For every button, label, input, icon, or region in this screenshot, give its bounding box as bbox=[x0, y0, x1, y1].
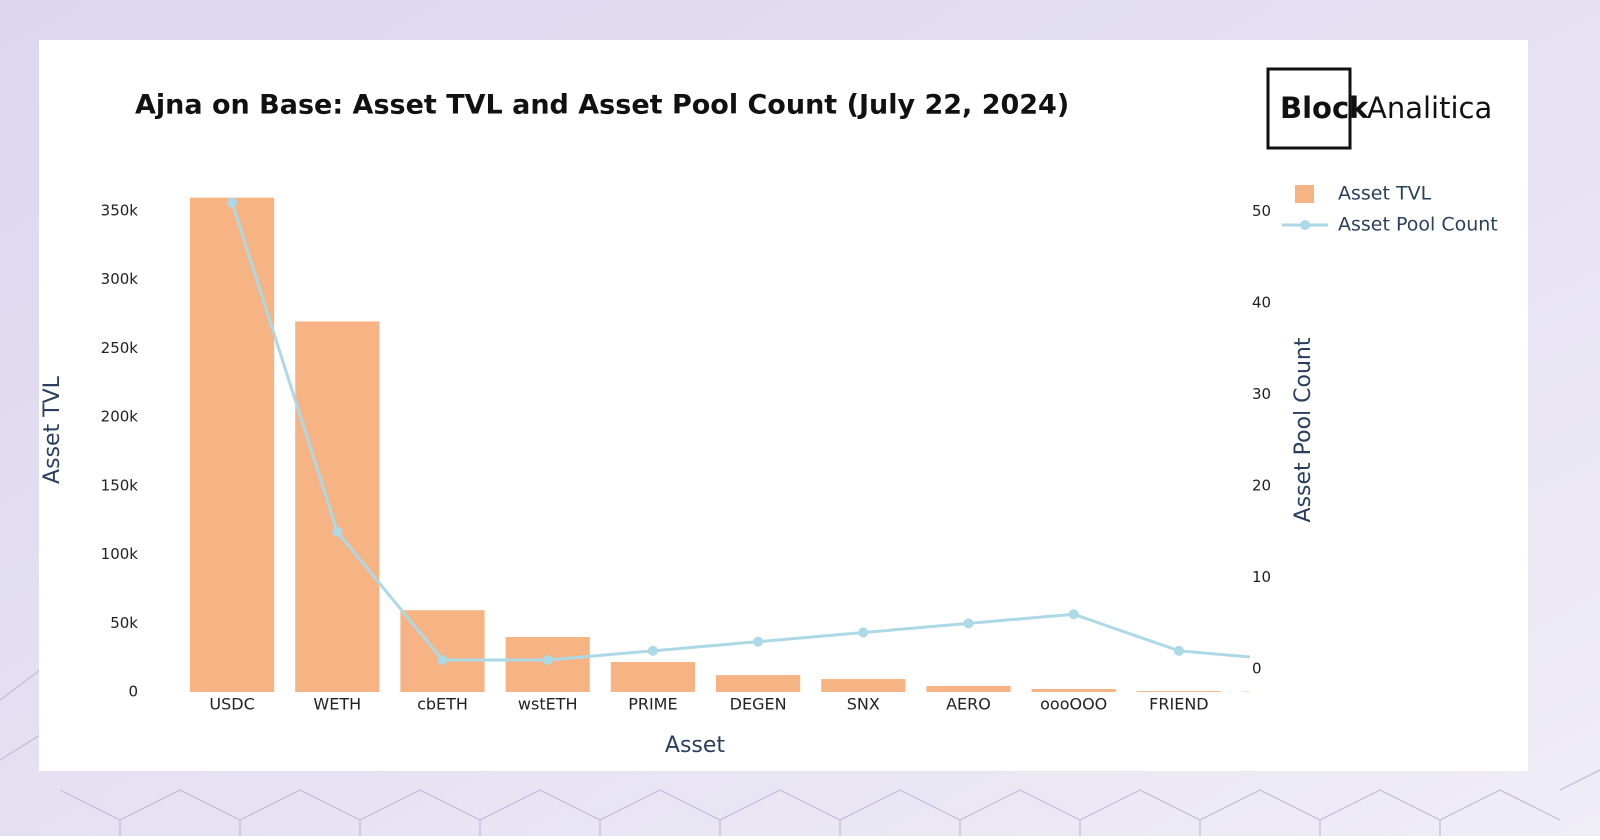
y2-tick-label: 10 bbox=[1252, 568, 1271, 586]
line-marker bbox=[648, 646, 658, 656]
bar bbox=[716, 675, 800, 692]
line-marker bbox=[753, 637, 763, 647]
x-tick-label: PRIME bbox=[628, 695, 677, 714]
bar bbox=[611, 662, 695, 692]
line-marker bbox=[227, 197, 237, 207]
line-marker bbox=[438, 655, 448, 665]
y-axis-title: Asset TVL bbox=[40, 375, 65, 484]
line-marker bbox=[332, 527, 342, 537]
chart-title: Ajna on Base: Asset TVL and Asset Pool C… bbox=[135, 90, 1069, 121]
x-tick-label: oooOOO bbox=[1040, 695, 1107, 714]
line-marker bbox=[1069, 609, 1079, 619]
x-tick-label: USDC bbox=[209, 695, 254, 714]
legend-swatch bbox=[1295, 185, 1314, 203]
y-tick-label: 0 bbox=[128, 683, 138, 701]
x-tick-label: FRIEND bbox=[1149, 695, 1208, 714]
line-marker bbox=[858, 628, 868, 638]
x-tick-label: AERO bbox=[946, 695, 991, 714]
y2-tick-label: 50 bbox=[1252, 202, 1271, 220]
y2-tick-label: 20 bbox=[1252, 477, 1271, 495]
line-marker bbox=[1174, 646, 1184, 656]
x-tick-label: wstETH bbox=[518, 695, 578, 714]
bar bbox=[190, 198, 274, 692]
bar bbox=[821, 679, 905, 692]
x-tick-label: DEGEN bbox=[730, 695, 787, 714]
y2-tick-label: 0 bbox=[1252, 660, 1262, 678]
logo-bold: Block bbox=[1280, 91, 1369, 125]
y2-axis-title: Asset Pool Count bbox=[1291, 337, 1316, 522]
bar bbox=[926, 686, 1010, 692]
x-axis-title: Asset bbox=[665, 733, 726, 758]
y-tick-label: 350k bbox=[101, 201, 139, 219]
y2-tick-label: 40 bbox=[1252, 294, 1271, 312]
y-tick-label: 300k bbox=[101, 270, 139, 288]
bar bbox=[1137, 691, 1221, 692]
y-tick-label: 50k bbox=[110, 614, 138, 632]
x-tick-label: WETH bbox=[313, 695, 361, 714]
logo-light: Analitica bbox=[1367, 91, 1492, 125]
y2-tick-label: 30 bbox=[1252, 385, 1271, 403]
x-tick-label: SNX bbox=[847, 695, 880, 714]
line-marker bbox=[964, 618, 974, 628]
bar bbox=[1032, 689, 1116, 692]
legend-marker bbox=[1300, 220, 1310, 230]
y-tick-label: 150k bbox=[101, 476, 139, 494]
x-tick-label: cbETH bbox=[417, 695, 468, 714]
legend-label: Asset Pool Count bbox=[1338, 214, 1498, 236]
legend-label: Asset TVL bbox=[1338, 183, 1432, 205]
y-tick-label: 250k bbox=[101, 339, 139, 357]
line-marker bbox=[543, 655, 553, 665]
bar bbox=[295, 321, 379, 692]
y-tick-label: 100k bbox=[101, 545, 139, 563]
y-tick-label: 200k bbox=[101, 408, 139, 426]
